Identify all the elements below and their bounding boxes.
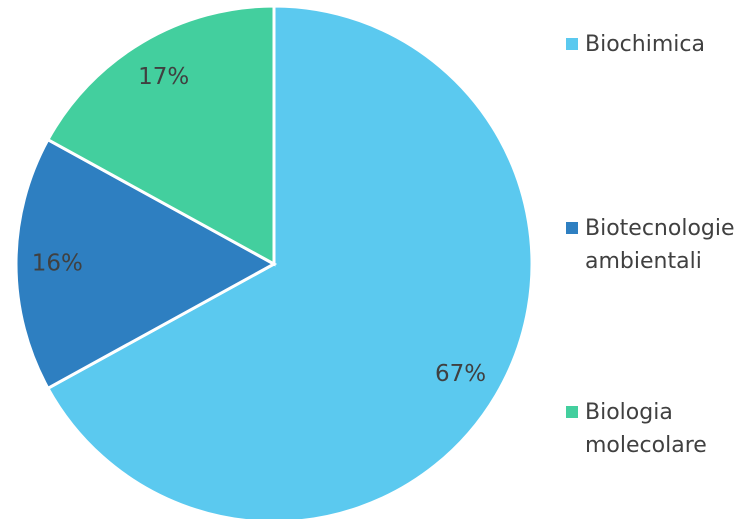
legend-label: Biochimica — [585, 32, 705, 57]
data-label: 16% — [32, 251, 83, 277]
legend-swatch — [566, 222, 578, 234]
data-label: 67% — [435, 361, 486, 387]
legend-label: Biologia molecolare — [585, 400, 707, 458]
pie-slice — [45, 4, 276, 267]
pie-slice — [14, 137, 278, 391]
pie-slice — [45, 4, 534, 519]
legend-swatch — [566, 38, 578, 50]
legend-swatch — [566, 406, 578, 418]
legend-item: Biologia molecolare — [566, 396, 750, 462]
legend-item: Biochimica — [566, 28, 750, 61]
data-label: 17% — [138, 64, 189, 90]
legend-label: Biotecnologie ambientali — [585, 216, 735, 274]
legend-item: Biotecnologie ambientali — [566, 212, 750, 278]
